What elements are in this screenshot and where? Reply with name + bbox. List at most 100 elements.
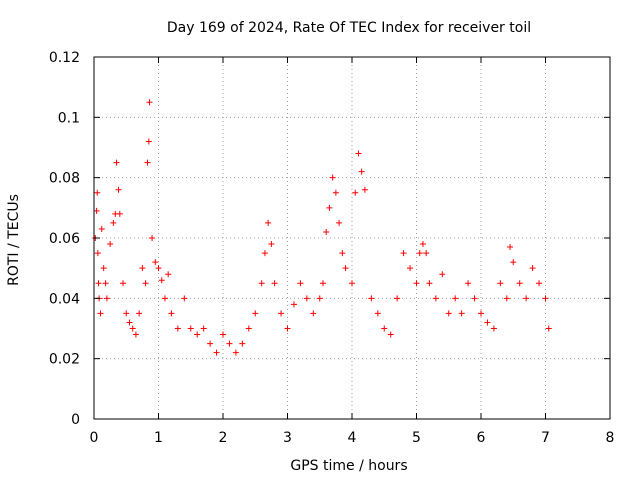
data-point xyxy=(339,250,346,257)
data-points xyxy=(92,99,552,356)
data-point xyxy=(349,280,355,287)
data-point xyxy=(368,295,375,302)
data-point xyxy=(126,319,133,326)
data-point xyxy=(168,310,175,317)
data-point xyxy=(332,189,339,196)
x-tick-label: 1 xyxy=(154,430,163,446)
x-tick-label: 8 xyxy=(606,430,615,446)
x-tick-label: 5 xyxy=(412,430,421,446)
data-point xyxy=(252,310,259,317)
data-point xyxy=(510,259,517,266)
data-point xyxy=(120,280,127,287)
data-point xyxy=(239,340,246,347)
data-point xyxy=(145,138,152,145)
data-point xyxy=(458,310,465,317)
data-point xyxy=(155,265,162,272)
data-point xyxy=(161,295,168,302)
data-point xyxy=(194,331,201,338)
y-tick-label: 0.1 xyxy=(58,110,80,126)
data-point xyxy=(284,325,291,332)
data-point xyxy=(452,295,459,302)
data-point xyxy=(110,219,117,226)
data-point xyxy=(97,310,104,317)
data-point xyxy=(268,241,275,248)
y-tick-label: 0 xyxy=(71,412,80,428)
data-point xyxy=(158,277,165,284)
data-point xyxy=(232,349,239,356)
data-point xyxy=(445,310,452,317)
data-point xyxy=(352,189,359,196)
data-point xyxy=(220,331,226,338)
x-tick-label: 7 xyxy=(541,430,550,446)
data-point xyxy=(123,310,130,317)
data-point xyxy=(116,210,123,217)
data-point xyxy=(95,280,102,287)
data-point xyxy=(407,265,414,272)
x-tick-label: 0 xyxy=(90,430,99,446)
data-point xyxy=(545,325,552,332)
data-point xyxy=(387,331,394,338)
data-point xyxy=(471,295,478,302)
grid xyxy=(94,57,610,419)
data-point xyxy=(93,207,100,214)
data-point xyxy=(323,228,330,235)
x-tick-label: 2 xyxy=(219,430,228,446)
x-tick-label: 6 xyxy=(477,430,486,446)
y-tick-label: 0.06 xyxy=(49,231,80,247)
data-point xyxy=(432,295,439,302)
data-point xyxy=(213,349,220,356)
data-point xyxy=(507,244,514,251)
x-tick-label: 4 xyxy=(348,430,357,446)
data-point xyxy=(278,310,285,317)
data-point xyxy=(144,159,151,166)
data-point xyxy=(200,325,207,332)
y-tick-label: 0.04 xyxy=(49,291,80,307)
y-tick-label: 0.12 xyxy=(49,50,80,66)
data-point xyxy=(358,168,365,175)
data-point xyxy=(310,310,317,317)
data-point xyxy=(115,186,122,193)
data-point xyxy=(146,99,153,106)
data-point xyxy=(355,150,362,157)
data-point xyxy=(326,204,333,211)
data-point xyxy=(374,310,381,317)
data-point xyxy=(536,280,543,287)
data-point xyxy=(394,295,401,302)
data-point xyxy=(478,310,484,317)
data-point xyxy=(258,280,265,287)
data-point xyxy=(319,280,326,287)
data-point xyxy=(303,295,310,302)
data-point xyxy=(484,319,491,326)
y-axis-title: ROTI / TECUs xyxy=(6,194,22,286)
data-point xyxy=(149,235,156,241)
x-tick-label: 3 xyxy=(283,430,292,446)
data-point xyxy=(423,250,430,257)
data-point xyxy=(113,159,120,166)
data-point xyxy=(226,340,233,347)
data-point xyxy=(297,280,304,287)
data-point xyxy=(142,280,149,287)
data-point xyxy=(261,250,268,257)
data-point xyxy=(187,325,194,332)
data-point xyxy=(400,250,407,257)
data-point xyxy=(416,250,423,257)
data-point xyxy=(529,265,536,272)
y-tick-label: 0.02 xyxy=(49,352,80,368)
data-point xyxy=(94,189,101,196)
data-point xyxy=(107,241,114,248)
data-point xyxy=(290,301,297,308)
data-point xyxy=(413,280,420,287)
data-point xyxy=(102,280,109,287)
data-point xyxy=(465,280,472,287)
data-point xyxy=(503,295,510,302)
data-point xyxy=(523,295,530,302)
data-point xyxy=(439,271,446,278)
data-point xyxy=(381,325,388,332)
data-point xyxy=(98,225,105,232)
data-point xyxy=(139,265,146,272)
data-point xyxy=(174,325,181,332)
y-axis: 0 0.02 0.04 0.06 0.08 0.1 0.12 xyxy=(49,50,610,428)
data-point xyxy=(490,325,497,332)
y-tick-label: 0.08 xyxy=(49,171,80,187)
